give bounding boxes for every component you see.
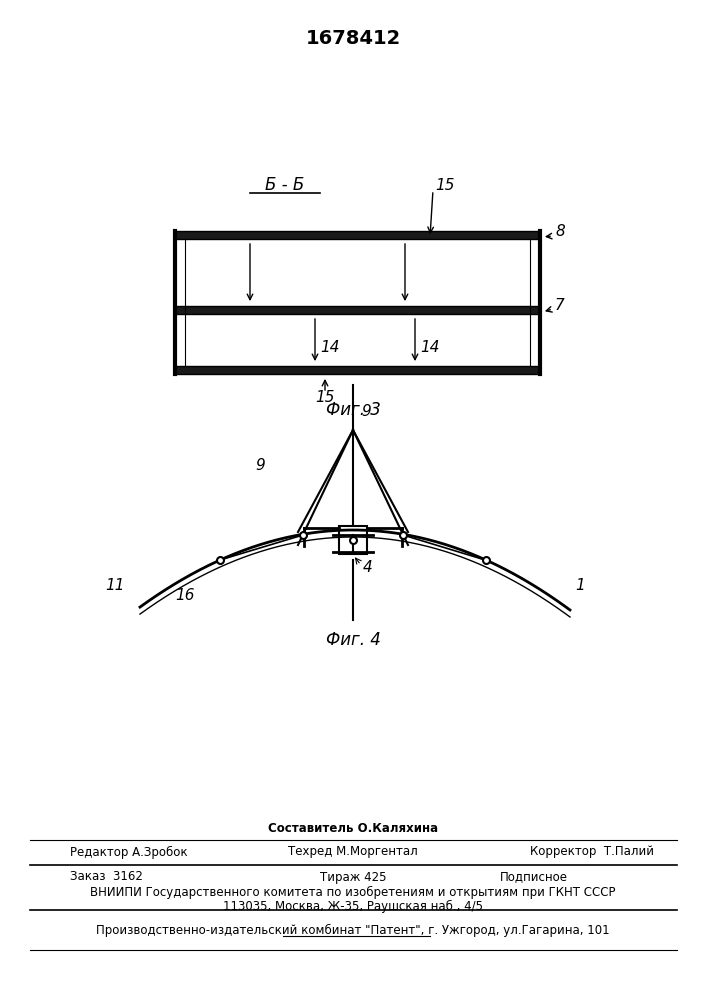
Bar [175,306,540,314]
Text: Техред М.Моргентал: Техред М.Моргентал [288,846,418,858]
Text: Фиг. 3: Фиг. 3 [325,401,380,419]
Text: Подписное: Подписное [500,870,568,884]
Text: 113035, Москва, Ж-35, Раушская наб., 4/5: 113035, Москва, Ж-35, Раушская наб., 4/5 [223,899,483,913]
Text: Редактор А.Зробок: Редактор А.Зробок [70,845,187,859]
Bar [175,231,540,239]
Text: Б - Б: Б - Б [265,176,305,194]
Bar [175,366,540,374]
Text: 4: 4 [363,560,373,576]
Text: Заказ  3162: Заказ 3162 [70,870,143,884]
Text: 14: 14 [420,340,440,355]
Text: 1678412: 1678412 [305,28,401,47]
Text: 16: 16 [175,587,195,602]
Text: Корректор  Т.Палий: Корректор Т.Палий [530,846,654,858]
Text: Тираж 425: Тираж 425 [320,870,387,884]
Text: 9: 9 [255,458,264,473]
Text: 15: 15 [315,389,334,404]
Bar [339,526,367,554]
Text: Фиг. 4: Фиг. 4 [325,631,380,649]
Text: 8: 8 [555,225,565,239]
Text: ВНИИПИ Государственного комитета по изобретениям и открытиям при ГКНТ СССР: ВНИИПИ Государственного комитета по изоб… [90,885,616,899]
Text: 14: 14 [320,340,339,355]
Text: 11: 11 [105,578,124,592]
Text: 7: 7 [555,298,565,312]
Text: 9: 9 [361,404,370,420]
Text: 15: 15 [435,178,455,192]
Text: 1: 1 [575,578,585,592]
Text: Производственно-издательский комбинат "Патент", г. Ужгород, ул.Гагарина, 101: Производственно-издательский комбинат "П… [96,923,610,937]
Text: Составитель О.Каляхина: Составитель О.Каляхина [268,822,438,834]
